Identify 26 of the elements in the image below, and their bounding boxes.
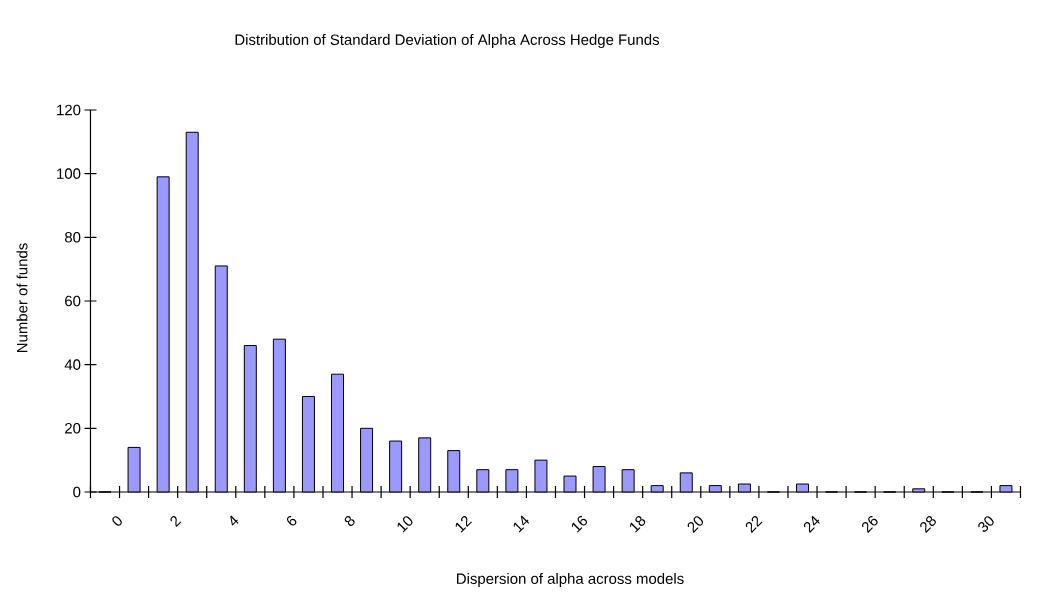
y-tick-label: 0 bbox=[73, 486, 81, 498]
x-tick-label: 30 bbox=[978, 516, 994, 532]
x-tick-label: 16 bbox=[571, 516, 588, 533]
x-axis-title: Dispersion of alpha across models bbox=[457, 573, 684, 587]
x-tick-label: 12 bbox=[455, 516, 472, 533]
x-tick-label: 22 bbox=[745, 516, 763, 533]
x-tick-label: 10 bbox=[397, 516, 413, 533]
x-tick-label: 28 bbox=[920, 516, 936, 533]
y-tick-label: 20 bbox=[65, 423, 81, 434]
x-tick-label: 4 bbox=[230, 515, 239, 526]
x-tick-label: 2 bbox=[170, 516, 182, 527]
x-tick-label: 0 bbox=[112, 516, 122, 526]
x-tick-label: 24 bbox=[803, 515, 820, 533]
y-tick-label: 100 bbox=[57, 168, 81, 179]
y-axis-title: Number of funds bbox=[16, 243, 28, 353]
y-tick-label: 60 bbox=[65, 295, 81, 307]
y-tick-label: 80 bbox=[64, 232, 81, 243]
y-tick-label: 120 bbox=[57, 104, 81, 116]
x-tick-label: 20 bbox=[687, 516, 704, 533]
x-tick-label: 18 bbox=[630, 516, 646, 533]
x-tick-label: 8 bbox=[344, 516, 355, 526]
x-tick-label: 26 bbox=[862, 516, 878, 533]
x-tick-label: 6 bbox=[286, 516, 297, 526]
y-tick-label: 40 bbox=[64, 359, 81, 370]
chart-title: Distribution of Standard Deviation of Alpha Across Hedge Funds bbox=[235, 34, 660, 48]
x-tick-label: 14 bbox=[513, 515, 530, 533]
